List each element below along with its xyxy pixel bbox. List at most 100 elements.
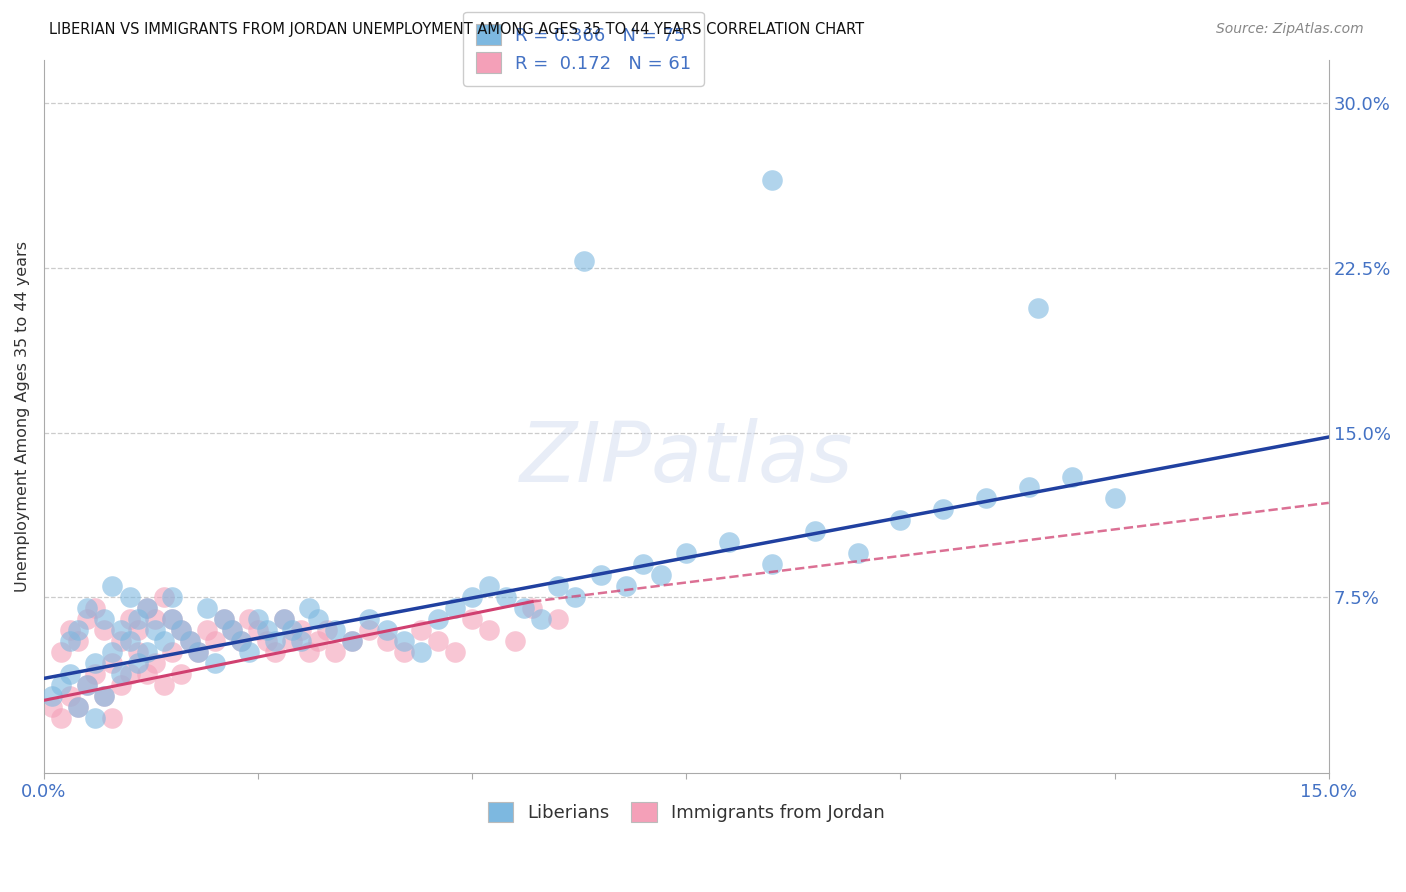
Point [179,634,201,648]
Point [93,612,115,626]
Point [247,612,270,626]
Point [889,513,911,527]
Point [135,667,157,681]
Point [76,678,98,692]
Legend: Liberians, Immigrants from Jordan: Liberians, Immigrants from Jordan [475,789,897,835]
Point [846,546,869,560]
Point [974,491,997,506]
Point [461,612,484,626]
Point [49,645,72,659]
Point [426,612,449,626]
Point [589,568,612,582]
Point [101,711,124,725]
Point [1060,469,1083,483]
Point [127,623,149,637]
Point [298,645,321,659]
Point [127,656,149,670]
Point [256,623,278,637]
Point [93,689,115,703]
Point [238,612,260,626]
Text: Source: ZipAtlas.com: Source: ZipAtlas.com [1216,22,1364,37]
Point [409,645,432,659]
Point [375,634,398,648]
Point [212,612,235,626]
Point [49,711,72,725]
Point [675,546,697,560]
Point [359,623,381,637]
Point [478,623,501,637]
Point [162,612,184,626]
Point [461,591,484,605]
Point [633,558,655,572]
Point [564,591,586,605]
Point [273,612,295,626]
Point [153,678,176,692]
Point [110,667,132,681]
Point [127,645,149,659]
Point [67,634,90,648]
Y-axis label: Unemployment Among Ages 35 to 44 years: Unemployment Among Ages 35 to 44 years [15,241,30,591]
Point [76,678,98,692]
Point [170,623,193,637]
Point [41,700,63,714]
Point [110,678,132,692]
Point [1018,481,1040,495]
Point [187,645,209,659]
Point [162,645,184,659]
Point [101,579,124,593]
Point [444,601,467,615]
Point [204,634,226,648]
Point [503,634,526,648]
Point [342,634,364,648]
Point [195,623,218,637]
Point [58,689,80,703]
Point [229,634,252,648]
Point [478,579,501,593]
Point [375,623,398,637]
Point [143,612,166,626]
Point [530,612,553,626]
Point [93,689,115,703]
Point [307,634,329,648]
Point [135,601,157,615]
Point [118,667,141,681]
Point [761,173,783,187]
Point [650,568,672,582]
Point [58,634,80,648]
Point [520,601,543,615]
Point [221,623,243,637]
Point [143,623,166,637]
Point [153,591,176,605]
Point [392,645,415,659]
Point [84,656,107,670]
Point [204,656,226,670]
Text: ZIPatlas: ZIPatlas [519,418,853,500]
Point [247,623,270,637]
Point [273,612,295,626]
Point [359,612,381,626]
Point [212,612,235,626]
Point [84,667,107,681]
Point [179,634,201,648]
Point [162,591,184,605]
Point [170,667,193,681]
Point [342,634,364,648]
Point [392,634,415,648]
Point [229,634,252,648]
Point [315,623,337,637]
Point [135,645,157,659]
Point [281,623,304,637]
Point [110,623,132,637]
Point [135,601,157,615]
Point [264,645,287,659]
Point [110,634,132,648]
Point [547,612,569,626]
Point [195,601,218,615]
Point [281,634,304,648]
Point [614,579,637,593]
Point [290,623,312,637]
Point [238,645,260,659]
Point [67,700,90,714]
Point [804,524,827,539]
Point [118,612,141,626]
